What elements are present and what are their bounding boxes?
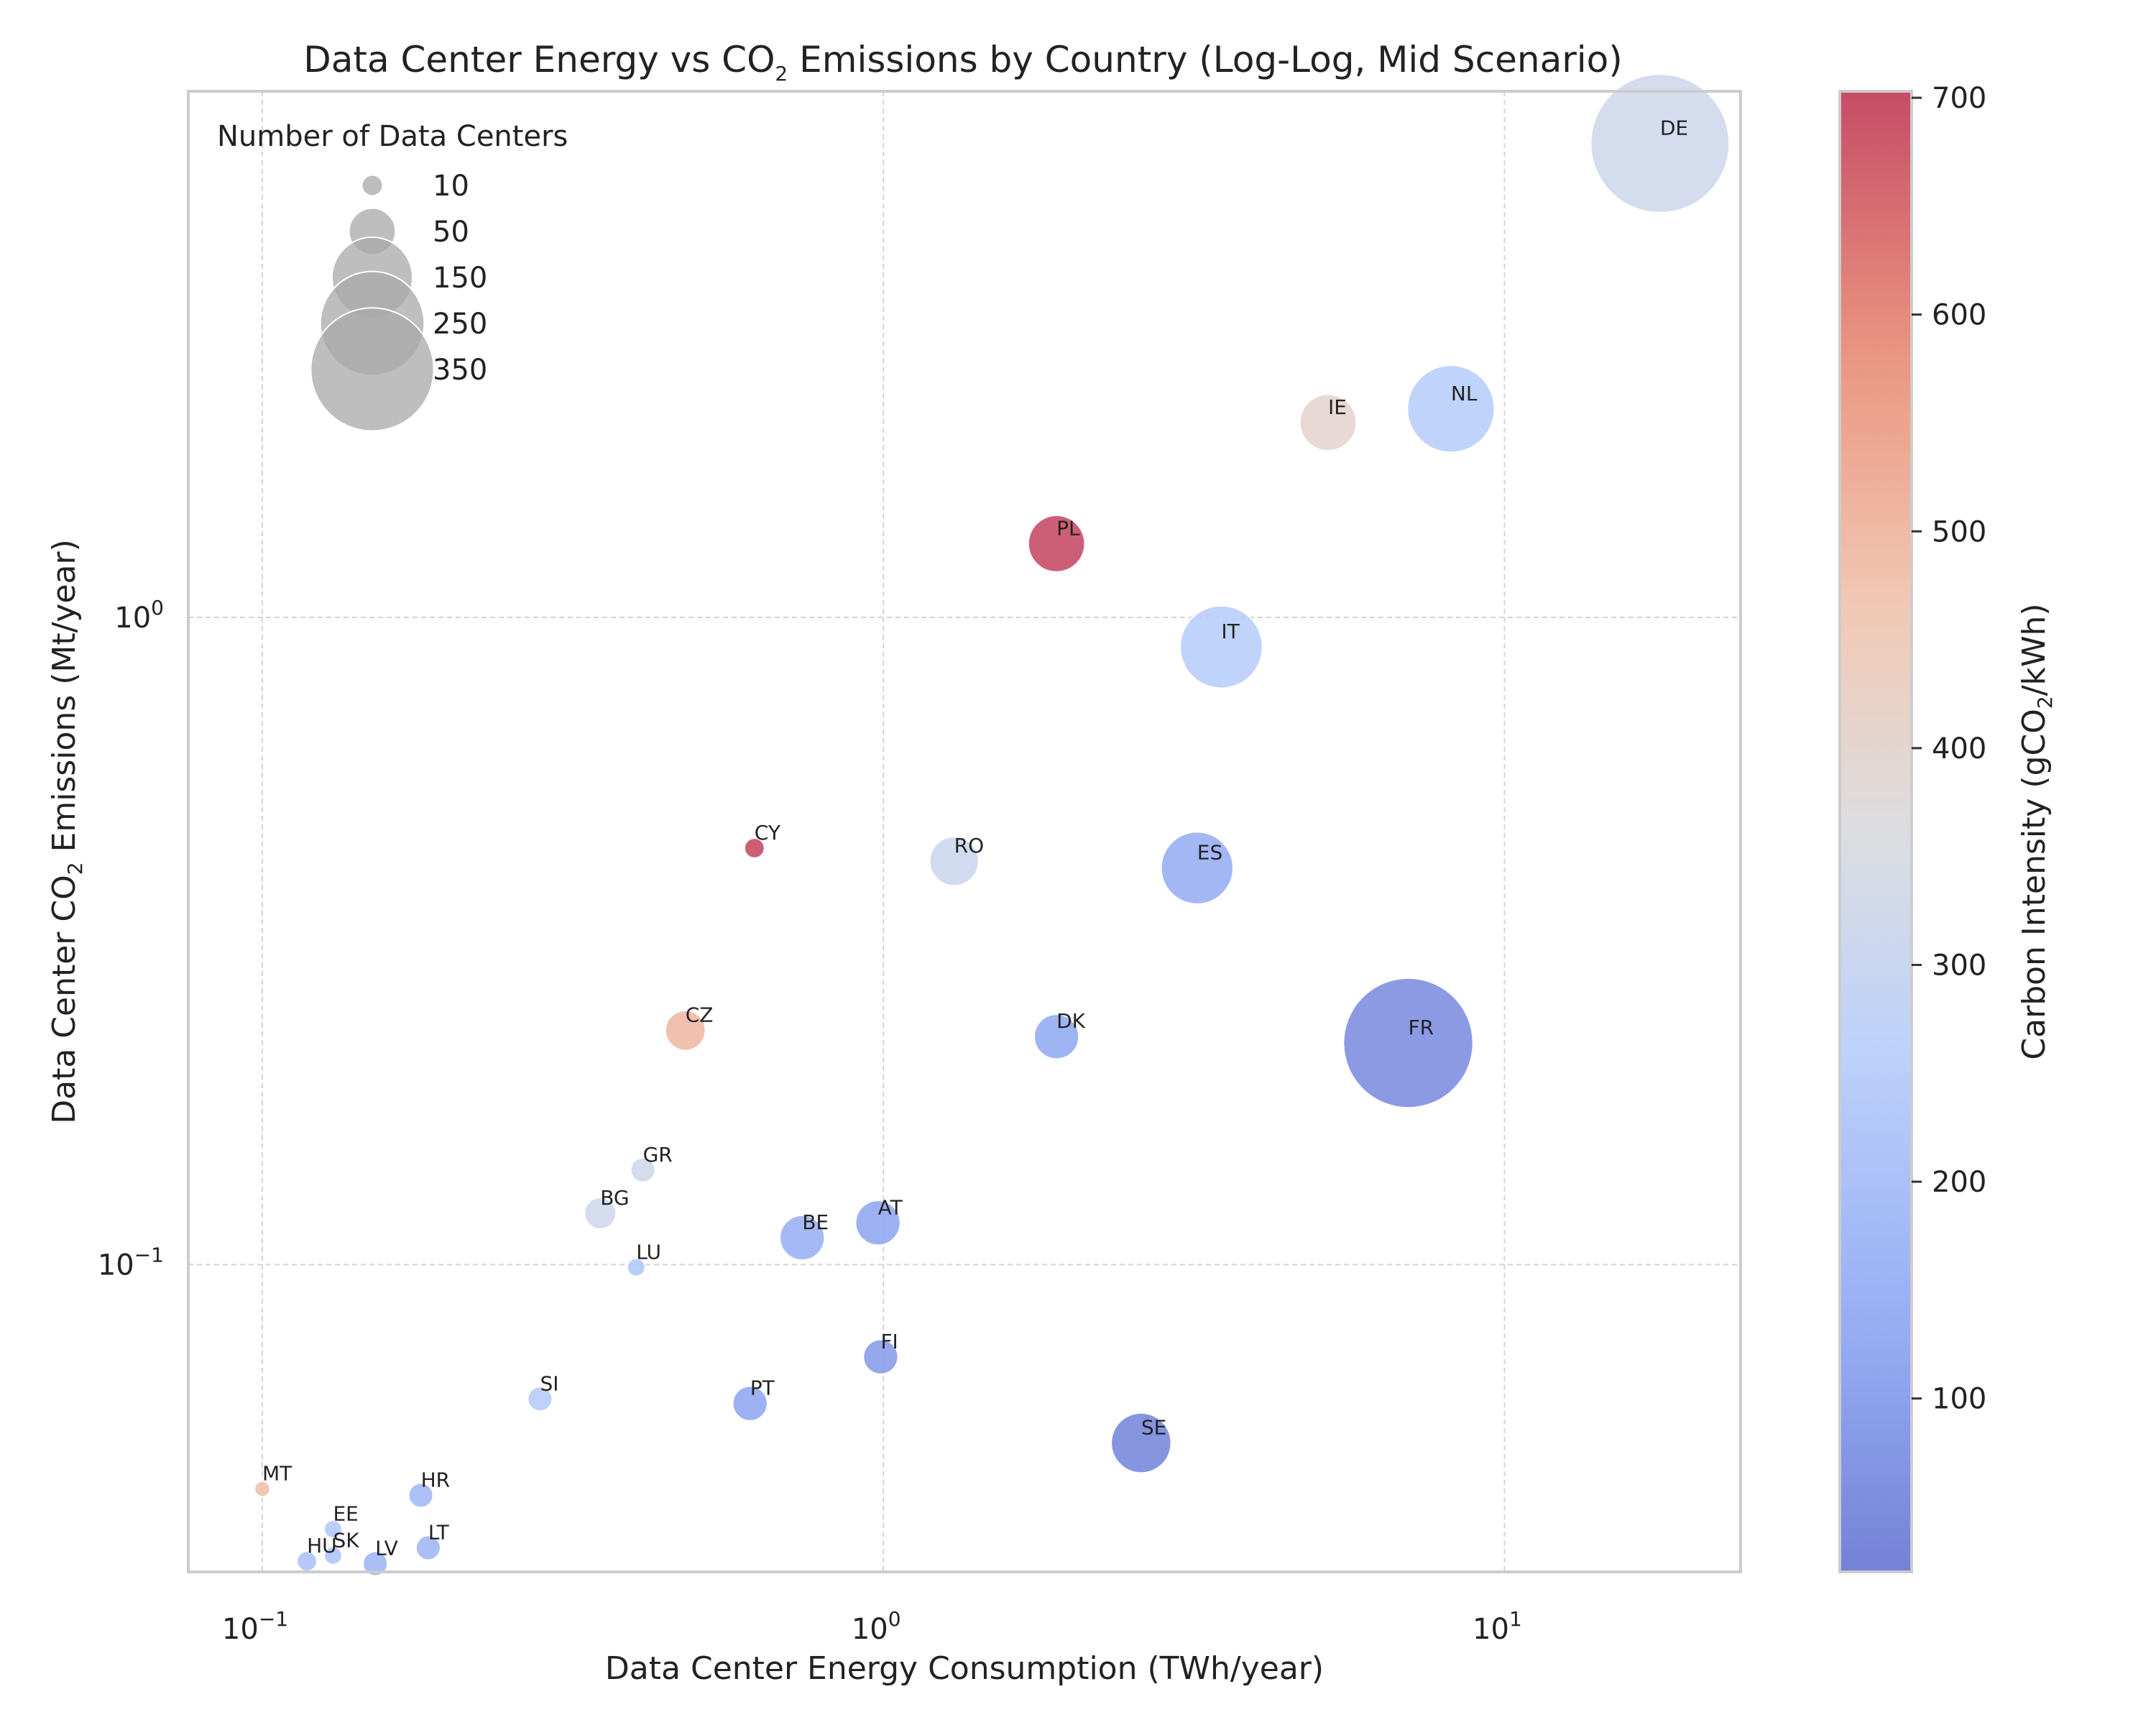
chart-title: Data Center Energy vs CO2 Emissions by C… [303, 39, 1623, 86]
y-tick-label: 100 [114, 596, 164, 635]
plot-frame [187, 90, 1742, 1573]
colorbar-tick-label: 600 [1932, 299, 1986, 332]
size-legend-title: Number of Data Centers [217, 120, 568, 153]
data-point-ie [1299, 393, 1358, 452]
size-legend-label: 150 [433, 262, 487, 295]
x-tick-label: 101 [1473, 1607, 1522, 1646]
point-label-de: DE [1660, 116, 1688, 139]
colorbar-tick-label: 100 [1932, 1383, 1986, 1416]
point-label-fr: FR [1409, 1016, 1434, 1039]
data-point-cy [743, 837, 765, 859]
x-axis-ticks: 10−1 100 101 [222, 1607, 1522, 1646]
point-label-fi: FI [880, 1330, 898, 1353]
data-point-se [1110, 1412, 1172, 1474]
data-point-cz [664, 1009, 706, 1052]
point-label-es: ES [1197, 841, 1222, 865]
point-label-ee: EE [333, 1502, 358, 1526]
point-label-ro: RO [954, 834, 985, 857]
colorbar-tick-label: 700 [1932, 82, 1986, 115]
point-label-se: SE [1141, 1416, 1166, 1440]
data-point-dk [1033, 1013, 1080, 1060]
size-legend-marker [361, 174, 384, 197]
y-axis-ticks: 10−1 100 [98, 596, 164, 1282]
point-label-pt: PT [750, 1376, 775, 1400]
data-point-de [1590, 73, 1731, 213]
data-point-sk [323, 1545, 343, 1565]
point-label-nl: NL [1451, 382, 1478, 405]
size-legend-label: 350 [433, 354, 487, 387]
data-point-ro [929, 836, 980, 887]
colorbar-tick-label: 400 [1932, 732, 1986, 765]
data-point-it [1179, 604, 1263, 689]
point-label-lv: LV [375, 1536, 398, 1560]
size-legend-label: 250 [433, 308, 487, 341]
point-label-it: IT [1221, 620, 1240, 643]
data-point-lt [415, 1535, 441, 1561]
point-label-dk: DK [1056, 1009, 1086, 1033]
data-point-bg [584, 1197, 617, 1230]
data-point-ee [323, 1519, 343, 1540]
colorbar: 100 200 300 400 500 600 700 Carbon Intensity (… [1838, 82, 2057, 1573]
y-axis-label: Data Center CO2 Emissions (Mt/year) [46, 539, 87, 1124]
plot-area: DE NL IE PL IT CY RO ES CZ DK FR GR BG BE AT LU FI SI PT SE… [187, 73, 1742, 1577]
point-label-be: BE [802, 1210, 829, 1234]
point-label-cz: CZ [686, 1003, 714, 1027]
colorbar-tick-label: 500 [1932, 515, 1986, 548]
data-point-si [527, 1386, 553, 1412]
size-legend: Number of Data Centers 10 50 150 250 350 [217, 120, 568, 432]
point-label-lu: LU [636, 1240, 661, 1264]
data-point-fi [862, 1338, 899, 1375]
data-point-lv [362, 1550, 389, 1577]
point-label-at: AT [878, 1195, 903, 1219]
point-labels: DE NL IE PL IT CY RO ES CZ DK FR GR BG BE AT LU FI SI PT SE… [262, 116, 1688, 1560]
colorbar-label: Carbon Intensity (gCO2/kWh) [2016, 603, 2057, 1059]
data-point-pl [1027, 514, 1086, 573]
size-legend-label: 10 [433, 170, 469, 203]
point-label-pl: PL [1056, 516, 1080, 540]
data-point-nl [1406, 364, 1496, 454]
size-legend-label: 50 [433, 216, 469, 249]
x-axis-label: Data Center Energy Consumption (TWh/year… [605, 1650, 1324, 1687]
data-point-pt [732, 1385, 768, 1422]
point-label-hu: HU [307, 1534, 337, 1558]
point-label-hr: HR [421, 1468, 451, 1491]
point-label-ie: IE [1328, 395, 1347, 419]
point-label-bg: BG [600, 1186, 629, 1210]
point-label-si: SI [540, 1371, 558, 1395]
data-point-hr [407, 1482, 434, 1509]
size-legend-marker [310, 307, 435, 432]
y-tick-label: 10−1 [98, 1243, 164, 1282]
data-point-mt [254, 1480, 271, 1498]
data-points [254, 73, 1731, 1577]
gridlines [188, 91, 1741, 1572]
data-point-fr [1342, 977, 1474, 1109]
point-label-gr: GR [643, 1143, 673, 1167]
point-label-mt: MT [262, 1462, 292, 1486]
colorbar-tick-label: 200 [1932, 1166, 1986, 1199]
x-tick-label: 100 [852, 1607, 901, 1646]
colorbar-gradient [1838, 90, 1913, 1573]
data-point-gr [630, 1156, 656, 1183]
point-label-sk: SK [333, 1528, 359, 1552]
colorbar-tick-label: 300 [1932, 949, 1986, 982]
data-point-at [854, 1200, 901, 1246]
data-point-be [779, 1214, 826, 1261]
data-point-lu [626, 1257, 646, 1277]
x-tick-label: 10−1 [222, 1607, 288, 1646]
point-label-lt: LT [428, 1520, 450, 1544]
point-label-cy: CY [755, 821, 781, 845]
data-point-es [1160, 831, 1234, 905]
